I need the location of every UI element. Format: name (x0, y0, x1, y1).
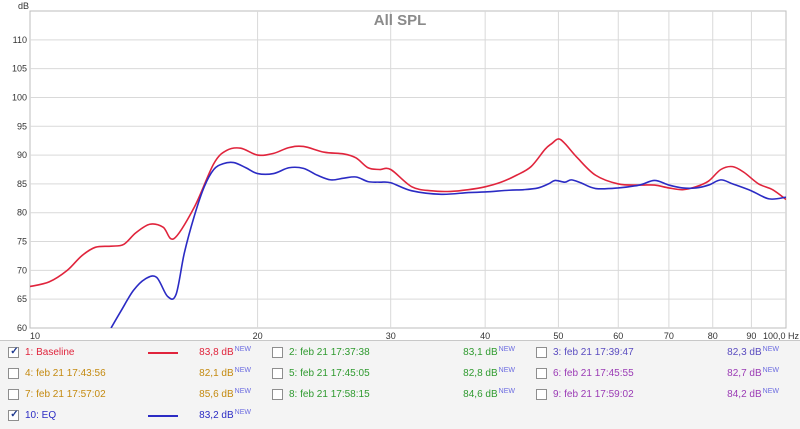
legend-checkbox[interactable] (272, 389, 283, 400)
y-axis-unit: dB (18, 1, 29, 11)
legend-panel: ✓ 1: Baseline 83,8 dBNEW 2: feb 21 17:37:38… (0, 340, 800, 429)
legend-value: 84,2 dBNEW (696, 386, 779, 404)
new-badge: NEW (234, 388, 251, 395)
legend-item[interactable]: 6: feb 21 17:45:55 82,7 dBNEW (536, 365, 792, 383)
legend-value: 84,6 dBNEW (432, 386, 515, 404)
legend-checkbox[interactable] (8, 368, 19, 379)
x-tick-label: 70 (664, 331, 674, 340)
y-tick-label: 70 (17, 265, 27, 275)
y-tick-label: 65 (17, 294, 27, 304)
legend-label: 9: feb 21 17:59:02 (553, 389, 634, 400)
legend-label: 3: feb 21 17:39:47 (553, 347, 634, 358)
legend-item[interactable]: ✓ 1: Baseline 83,8 dBNEW (8, 344, 264, 362)
x-tick-label: 90 (746, 331, 756, 340)
legend-item[interactable]: 5: feb 21 17:45:05 82,8 dBNEW (272, 365, 528, 383)
checkmark-icon: ✓ (10, 346, 19, 357)
legend-value: 82,3 dBNEW (696, 344, 779, 362)
series-line-baseline (30, 138, 786, 288)
new-badge: NEW (234, 367, 251, 374)
legend-label: 4: feb 21 17:43:56 (25, 368, 106, 379)
legend-label: 1: Baseline (25, 347, 75, 358)
new-badge: NEW (498, 346, 515, 353)
legend-value: 82,1 dBNEW (168, 365, 251, 383)
legend-item[interactable]: 9: feb 21 17:59:02 84,2 dBNEW (536, 386, 792, 404)
checkmark-icon: ✓ (10, 409, 19, 420)
y-tick-label: 75 (17, 237, 27, 247)
legend-item[interactable]: ✓ 10: EQ 83,2 dBNEW (8, 407, 264, 425)
x-tick-label: 20 (253, 331, 263, 340)
legend-checkbox[interactable] (272, 347, 283, 358)
legend-value: 83,8 dBNEW (168, 344, 251, 362)
series-lines (30, 138, 786, 328)
legend-line-swatch (148, 352, 178, 354)
new-badge: NEW (498, 388, 515, 395)
legend-value-text: 83,8 dB (199, 347, 234, 358)
legend-checkbox[interactable] (536, 347, 547, 358)
y-tick-label: 105 (12, 64, 27, 74)
legend-value: 82,7 dBNEW (696, 365, 779, 383)
chart-title: All SPL (374, 12, 427, 29)
series-line-eq (110, 161, 786, 328)
x-tick-label: 30 (386, 331, 396, 340)
legend-label: 8: feb 21 17:58:15 (289, 389, 370, 400)
legend-item[interactable]: 4: feb 21 17:43:56 82,1 dBNEW (8, 365, 264, 383)
spl-plot[interactable]: 60 65 70 75 80 85 90 95 100 105 110 10 20 30 40 50 60 70… (0, 0, 800, 340)
legend-checkbox[interactable] (272, 368, 283, 379)
new-badge: NEW (498, 367, 515, 374)
legend-value-text: 82,7 dB (727, 368, 762, 379)
x-tick-label: 80 (708, 331, 718, 340)
legend-item[interactable]: 2: feb 21 17:37:38 83,1 dBNEW (272, 344, 528, 362)
x-tick-label: 40 (480, 331, 490, 340)
legend-checkbox[interactable] (536, 368, 547, 379)
legend-value: 85,6 dBNEW (168, 386, 251, 404)
legend-checkbox[interactable] (8, 389, 19, 400)
legend-value-text: 82,1 dB (199, 368, 234, 379)
legend-value-text: 83,2 dB (199, 410, 234, 421)
legend-label: 10: EQ (25, 410, 57, 421)
y-tick-label: 110 (13, 35, 27, 45)
legend-value-text: 84,2 dB (727, 389, 762, 400)
legend-item[interactable]: 8: feb 21 17:58:15 84,6 dBNEW (272, 386, 528, 404)
y-tick-label: 60 (17, 323, 27, 333)
legend-line-swatch (148, 415, 178, 417)
new-badge: NEW (234, 346, 251, 353)
y-tick-label: 85 (17, 179, 27, 189)
y-tick-label: 95 (17, 121, 27, 131)
legend-checkbox[interactable]: ✓ (8, 409, 19, 421)
grid (30, 11, 786, 328)
legend-label: 5: feb 21 17:45:05 (289, 368, 370, 379)
y-tick-label: 100 (12, 92, 27, 102)
x-tick-label: 10 (30, 331, 40, 340)
legend-label: 7: feb 21 17:57:02 (25, 389, 106, 400)
legend-label: 6: feb 21 17:45:55 (553, 368, 634, 379)
x-tick-label: 60 (613, 331, 623, 340)
legend-checkbox[interactable] (536, 389, 547, 400)
legend-label: 2: feb 21 17:37:38 (289, 347, 370, 358)
legend-value: 83,1 dBNEW (432, 344, 515, 362)
plot-area (29, 10, 787, 329)
legend-value-text: 82,3 dB (727, 347, 762, 358)
new-badge: NEW (762, 388, 779, 395)
x-axis-ticks: 10 20 30 40 50 60 70 80 90 100,0 Hz (30, 331, 799, 340)
y-axis-ticks: 60 65 70 75 80 85 90 95 100 105 110 (12, 35, 27, 333)
legend-value-text: 84,6 dB (463, 389, 498, 400)
y-tick-label: 80 (17, 208, 27, 218)
new-badge: NEW (762, 346, 779, 353)
y-tick-label: 90 (17, 150, 27, 160)
legend-checkbox[interactable]: ✓ (8, 346, 19, 358)
legend-value-text: 82,8 dB (463, 368, 498, 379)
new-badge: NEW (234, 409, 251, 416)
legend-item[interactable]: 7: feb 21 17:57:02 85,6 dBNEW (8, 386, 264, 404)
x-tick-label: 50 (553, 331, 563, 340)
legend-value-text: 85,6 dB (199, 389, 234, 400)
x-tick-label: 100,0 Hz (763, 331, 800, 340)
legend-value: 82,8 dBNEW (432, 365, 515, 383)
legend-value-text: 83,1 dB (463, 347, 498, 358)
new-badge: NEW (762, 367, 779, 374)
legend-value: 83,2 dBNEW (168, 407, 251, 425)
legend-item[interactable]: 3: feb 21 17:39:47 82,3 dBNEW (536, 344, 792, 362)
